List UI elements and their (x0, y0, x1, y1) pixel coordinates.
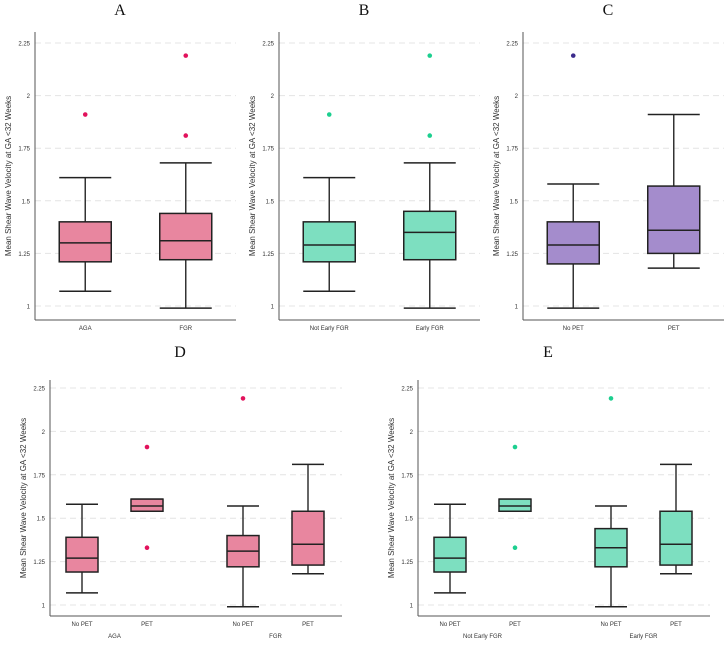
x-tick-label: PET (509, 622, 521, 628)
group-label: FGR (269, 634, 282, 640)
box (659, 510, 693, 566)
outlier-point (512, 444, 518, 450)
y-tick-label: 1.5 (510, 199, 519, 205)
y-tick-label: 1.5 (37, 517, 46, 523)
y-tick-label: 1.25 (401, 560, 413, 566)
box (498, 498, 532, 513)
y-tick-label: 2 (27, 94, 31, 100)
outlier-point (326, 112, 332, 117)
box-plot-a: 1 1.25 1.5 1.75 2 2.25 Mean Shear Wave Velocit… (4, 32, 236, 332)
box (302, 221, 356, 263)
outlier-point (608, 396, 614, 401)
outlier-point (240, 396, 246, 401)
y-tick-label: 1.25 (33, 560, 45, 566)
box-plot-d: 1 1.25 1.5 1.75 2 2.25 Mean Shear Wave Velocit… (19, 380, 342, 640)
y-tick-label: 1 (410, 604, 414, 610)
panel-c: C 1 1.25 1.5 1.75 2 2.25 Mean Shear Wave Veloc… (488, 0, 728, 332)
y-axis-label: Mean Shear Wave Velocity at GA <32 Weeks (4, 96, 13, 256)
y-tick-label: 1.25 (506, 252, 518, 258)
y-tick-label: 1.75 (506, 147, 518, 153)
box-plot-b: 1 1.25 1.5 1.75 2 2.25 Mean Shear Wave Velocit… (248, 32, 480, 332)
panel-title: A (114, 2, 126, 19)
outlier-point (144, 444, 150, 450)
y-tick-label: 1.5 (266, 199, 275, 205)
outlier-point (427, 133, 433, 138)
panel-title: E (543, 344, 553, 361)
y-tick-label: 2.25 (262, 42, 274, 48)
y-tick-label: 2.25 (33, 387, 45, 393)
panel-title: D (174, 344, 186, 361)
y-tick-label: 1.5 (405, 517, 414, 523)
y-tick-label: 1.5 (22, 199, 31, 205)
outlier-point (144, 545, 150, 551)
y-tick-label: 2.25 (506, 42, 518, 48)
x-tick-label: No PET (71, 622, 92, 628)
box (433, 536, 467, 573)
y-tick-label: 1 (271, 305, 275, 311)
outlier-point (570, 53, 576, 58)
y-tick-label: 1 (42, 604, 46, 610)
box (647, 185, 701, 255)
x-tick-label: No PET (232, 622, 253, 628)
x-tick-label: PET (668, 326, 680, 332)
x-tick-label: PET (670, 622, 682, 628)
y-axis-label: Mean Shear Wave Velocity at GA <32 Weeks (387, 418, 396, 578)
box-plot-c: 1 1.25 1.5 1.75 2 2.25 Mean Shear Wave Velocit… (492, 32, 724, 332)
y-tick-label: 2 (42, 430, 46, 436)
panel-a: A 1 1.25 1.5 1.75 2 2.25 Mean Shear Wave Veloc… (0, 0, 240, 332)
y-axis-label: Mean Shear Wave Velocity at GA <32 Weeks (19, 418, 28, 578)
box (291, 510, 325, 566)
y-tick-label: 1.25 (262, 252, 274, 258)
x-tick-label: No PET (439, 622, 460, 628)
panel-e: E 1 1.25 1.5 1.75 2 2.25 Mean Shear Wave Veloc… (368, 340, 728, 647)
x-tick-label: No PET (600, 622, 621, 628)
y-tick-label: 2 (271, 94, 275, 100)
group-label: Not Early FGR (463, 634, 503, 640)
panel-b: B 1 1.25 1.5 1.75 2 2.25 Mean Shear Wave Veloc… (244, 0, 484, 332)
panel-d: D 1 1.25 1.5 1.75 2 2.25 Mean Shear Wave Veloc… (0, 340, 360, 647)
y-tick-label: 1.25 (18, 252, 30, 258)
outlier-point (183, 53, 189, 58)
y-axis-label: Mean Shear Wave Velocity at GA <32 Weeks (492, 96, 501, 256)
box (403, 210, 457, 261)
box-plot-e: 1 1.25 1.5 1.75 2 2.25 Mean Shear Wave Velocit… (387, 380, 710, 640)
y-tick-label: 2 (515, 94, 519, 100)
y-tick-label: 2.25 (401, 387, 413, 393)
y-tick-label: 1.75 (18, 147, 30, 153)
group-label: AGA (108, 634, 121, 640)
x-tick-label: Not Early FGR (310, 326, 350, 332)
box (130, 498, 164, 513)
y-tick-label: 2.25 (18, 42, 30, 48)
x-tick-label: Early FGR (416, 326, 445, 332)
outlier-point (82, 112, 88, 117)
box (546, 221, 600, 265)
box (58, 221, 112, 263)
y-axis-label: Mean Shear Wave Velocity at GA <32 Weeks (248, 96, 257, 256)
group-label: Early FGR (629, 634, 658, 640)
x-tick-label: FGR (179, 326, 192, 332)
y-tick-label: 1.75 (33, 473, 45, 479)
panel-title: B (358, 2, 370, 19)
x-tick-label: No PET (563, 326, 584, 332)
y-tick-label: 1.75 (401, 473, 413, 479)
y-tick-label: 1.75 (262, 147, 274, 153)
outlier-point (427, 53, 433, 58)
x-tick-label: PET (141, 622, 153, 628)
y-tick-label: 1 (515, 305, 519, 311)
x-tick-label: PET (302, 622, 314, 628)
y-tick-label: 1 (27, 305, 31, 311)
y-tick-label: 2 (410, 430, 414, 436)
box (65, 536, 99, 573)
outlier-point (183, 133, 189, 138)
x-tick-label: AGA (79, 326, 92, 332)
panel-title: C (602, 2, 614, 19)
outlier-point (512, 545, 518, 551)
box (159, 212, 213, 261)
